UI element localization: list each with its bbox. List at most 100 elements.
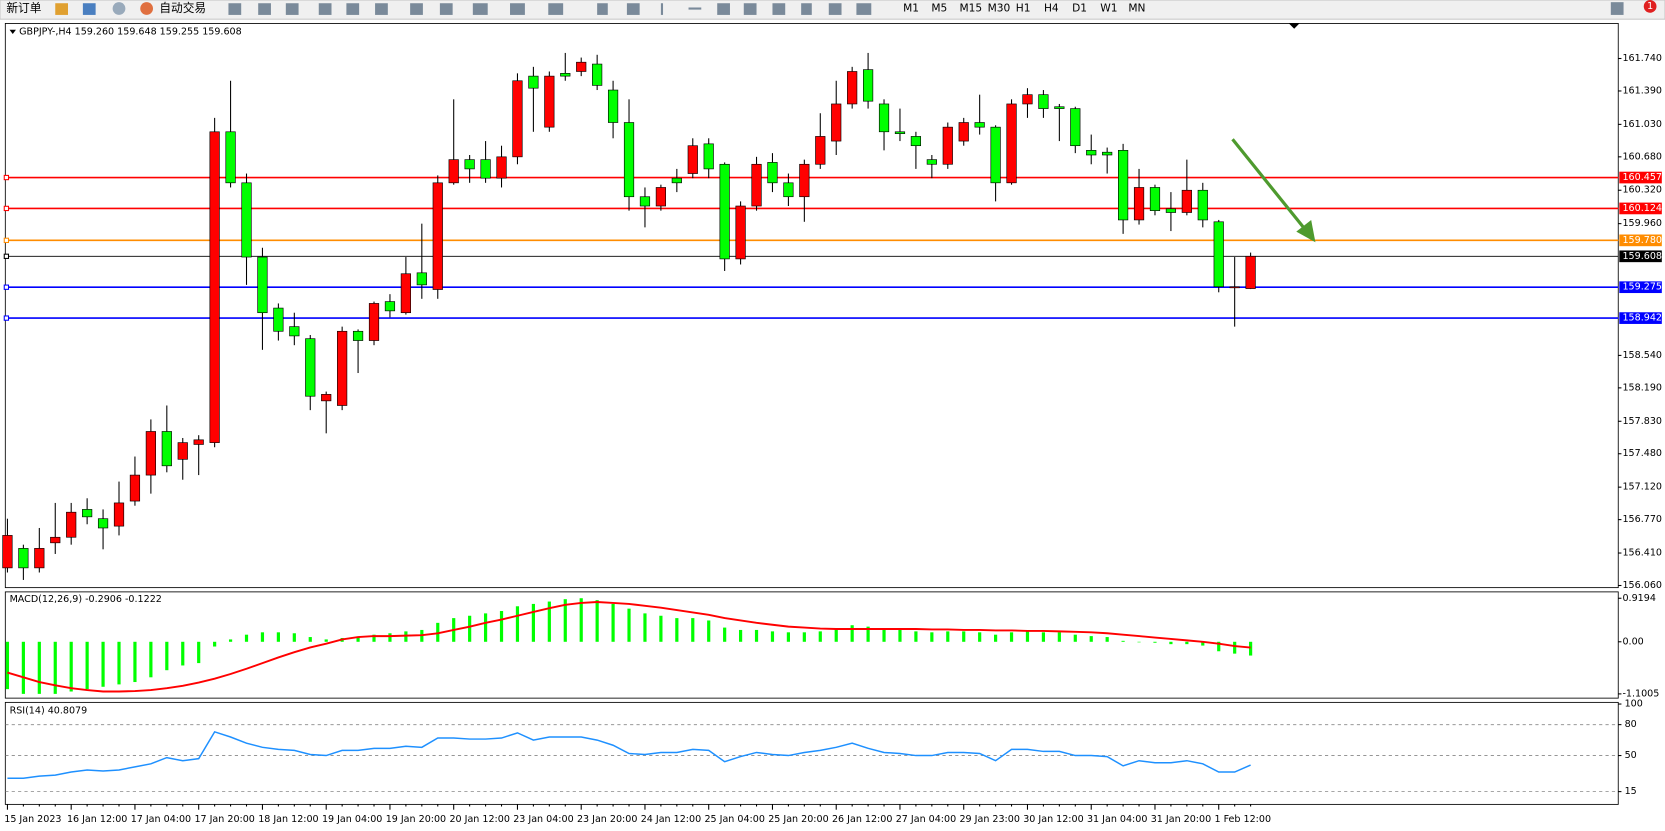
level-label: 160.457: [1622, 172, 1661, 183]
macd-title: MACD(12,26,9) -0.2906 -0.1222: [10, 594, 162, 605]
macd-bar: [1201, 641, 1205, 646]
icon[interactable]: [597, 3, 608, 15]
macd-bar: [770, 631, 775, 642]
new-order-button[interactable]: 新订单: [6, 1, 41, 15]
timeframe-button[interactable]: H4: [1044, 2, 1059, 15]
timeframe-button[interactable]: M1: [903, 2, 919, 15]
candle-body: [719, 163, 730, 260]
macd-bar: [388, 633, 392, 642]
level-label: 159.275: [1622, 282, 1661, 293]
macd-bar: [818, 631, 822, 642]
candle-body: [878, 103, 890, 133]
x-tick-label: 27 Jan 04:00: [896, 814, 956, 825]
candle-body: [1245, 255, 1256, 289]
icon[interactable]: [660, 3, 664, 15]
icon[interactable]: [688, 7, 702, 10]
candle-body: [687, 145, 698, 174]
y-tick-label: 160.680: [1622, 151, 1661, 162]
macd-bar: [850, 625, 854, 642]
panel-menu[interactable]: [9, 29, 16, 35]
icon[interactable]: [258, 3, 271, 15]
macd-bar: [53, 641, 57, 694]
candle-body: [592, 63, 603, 86]
macd-bar: [308, 637, 312, 642]
x-tick-label: 20 Jan 12:00: [449, 814, 509, 825]
candle-body: [129, 474, 141, 502]
timeframe-button[interactable]: M5: [931, 2, 947, 15]
y-tick-label: 158.540: [1622, 350, 1661, 361]
candle-body: [1054, 106, 1065, 109]
x-tick-label: 31 Jan 20:00: [1151, 814, 1211, 825]
rsi-line: [7, 730, 1251, 779]
icon: [82, 3, 96, 15]
icon[interactable]: [439, 3, 453, 15]
candle-body: [1213, 221, 1224, 288]
x-tick-label: 30 Jan 12:00: [1023, 814, 1083, 825]
macd-bar: [930, 632, 934, 642]
candle-body: [512, 80, 523, 158]
macd-bar: [1089, 636, 1093, 642]
macd-bar: [1153, 641, 1157, 643]
macd-bar: [547, 601, 551, 642]
icon[interactable]: [717, 3, 730, 15]
y-tick-label: 156.410: [1622, 548, 1661, 559]
icon[interactable]: [772, 3, 786, 15]
macd-bar: [786, 632, 790, 642]
macd-bar: [1233, 641, 1237, 654]
auto-trading-button[interactable]: 自动交易: [159, 1, 206, 15]
macd-bar: [69, 641, 73, 692]
macd-bar: [260, 632, 265, 642]
icon[interactable]: [510, 3, 525, 15]
y-tick-label: 161.390: [1622, 85, 1661, 96]
icon[interactable]: [318, 3, 332, 15]
icon[interactable]: [285, 3, 299, 15]
macd-bar: [691, 618, 695, 642]
y-tick-label: 50: [1625, 750, 1637, 761]
candle-body: [113, 502, 125, 527]
level-label: 159.608: [1622, 251, 1661, 262]
candle-body: [225, 131, 236, 184]
y-tick-label: 157.830: [1622, 416, 1661, 427]
candle-body: [815, 136, 826, 165]
timeframe-button[interactable]: D1: [1072, 2, 1087, 15]
macd-bar: [627, 608, 631, 642]
icon[interactable]: [743, 3, 757, 15]
timeframe-button[interactable]: W1: [1100, 2, 1117, 15]
macd-bar: [324, 639, 328, 642]
icon[interactable]: [626, 3, 640, 15]
macd-bar: [85, 641, 89, 690]
arrow-head: [1296, 219, 1316, 243]
icon[interactable]: [472, 3, 488, 15]
timeframe-button[interactable]: H1: [1016, 2, 1031, 15]
level-tag: [1619, 202, 1662, 215]
macd-bar: [483, 613, 488, 642]
icon[interactable]: [828, 3, 842, 15]
icon[interactable]: [801, 3, 812, 15]
candle-body: [18, 548, 29, 569]
macd-bar: [914, 631, 918, 642]
icon[interactable]: [548, 3, 564, 15]
icon[interactable]: [375, 3, 388, 15]
candle-body: [607, 89, 619, 123]
icon[interactable]: [346, 3, 360, 15]
rsi-title: RSI(14) 40.8079: [10, 705, 88, 716]
y-tick-label: 159.960: [1622, 218, 1661, 229]
icon[interactable]: [856, 3, 872, 15]
candle-body: [321, 394, 332, 402]
candle-body: [576, 61, 587, 72]
macd-bar: [117, 641, 121, 685]
timeframe-button[interactable]: MN: [1128, 2, 1145, 15]
search-icon[interactable]: [1610, 2, 1624, 15]
toolbar-group: 新订单 自动交易 1 M1 M5 M15 M30 H1 H4 D1 W1 MN: [6, 0, 1657, 15]
timeframe-button[interactable]: M30: [988, 2, 1011, 15]
icon[interactable]: [410, 3, 423, 15]
candle-body: [767, 162, 778, 184]
macd-bar: [213, 641, 217, 647]
macd-bar: [165, 641, 169, 671]
timeframe-button[interactable]: M15: [959, 2, 982, 15]
candle-body: [910, 136, 922, 147]
y-tick-label: 161.740: [1622, 53, 1661, 64]
icon[interactable]: [228, 3, 242, 15]
x-tick-label: 31 Jan 04:00: [1087, 814, 1147, 825]
